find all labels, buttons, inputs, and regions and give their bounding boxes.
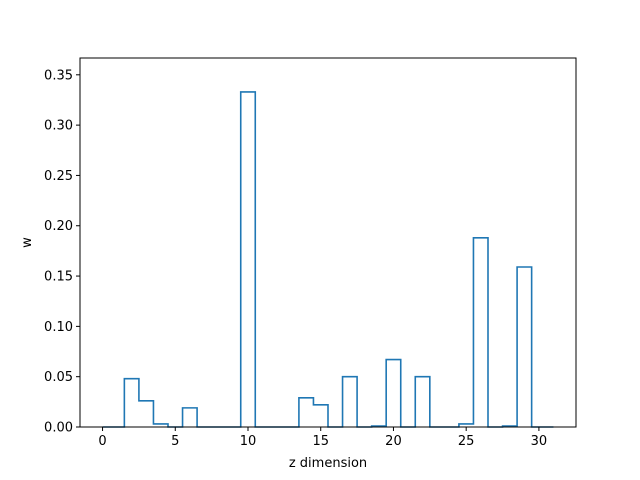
x-tick-label: 5 [171, 434, 179, 449]
x-tick-label: 25 [458, 434, 475, 449]
y-tick-label: 0.05 [44, 370, 73, 385]
axes: 0 5 10 15 20 25 30 0.00 0.05 0.10 0.15 0.20 0.25 0.30… [44, 57, 577, 449]
y-tick-label: 0.30 [44, 119, 73, 134]
y-tick-label: 0.25 [44, 169, 73, 184]
y-tick-label: 0.10 [44, 320, 73, 335]
x-axis-label: z dimension [289, 456, 367, 471]
y-tick-label: 0.35 [44, 68, 73, 83]
y-tick-label: 0.20 [44, 219, 73, 234]
x-tick-label: 20 [385, 434, 402, 449]
axes-frame [79, 57, 577, 428]
y-tick-label: 0.15 [44, 270, 73, 285]
x-tick-label: 0 [98, 434, 106, 449]
x-tick-label: 10 [240, 434, 257, 449]
x-tick-label: 30 [531, 434, 548, 449]
x-tick-label: 15 [312, 434, 329, 449]
y-axis-label: w [20, 237, 35, 248]
y-tick-label: 0.00 [44, 421, 73, 436]
